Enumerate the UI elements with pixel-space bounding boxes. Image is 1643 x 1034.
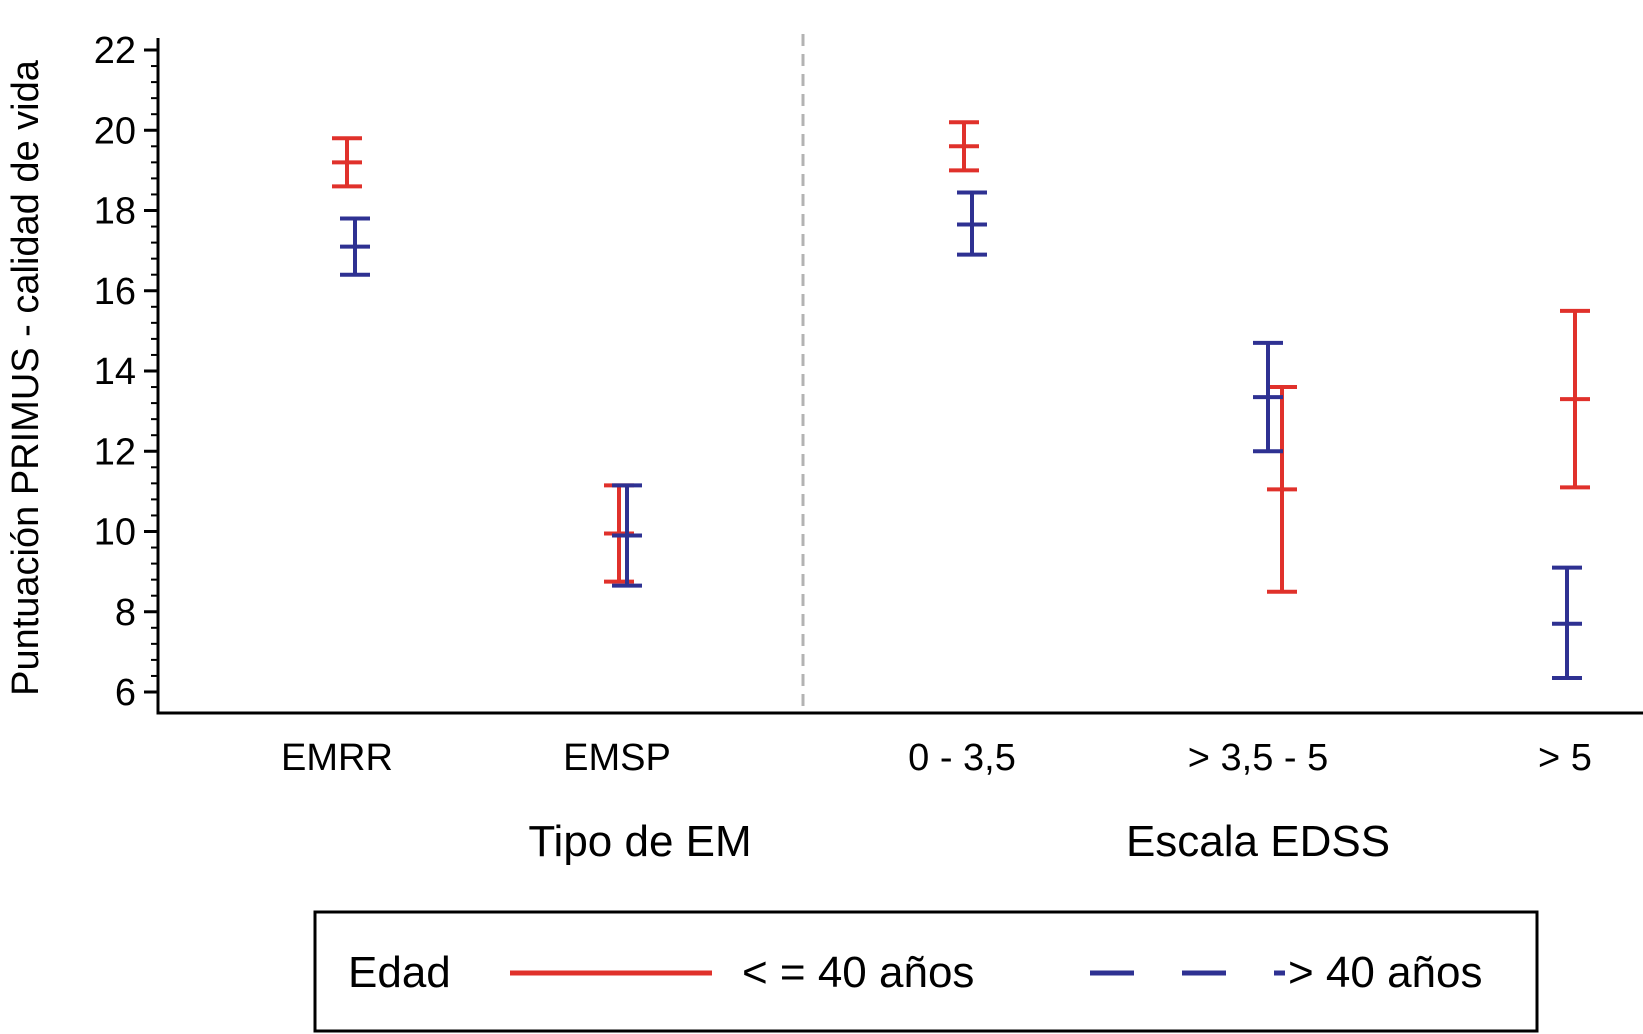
x-category-label: > 3,5 - 5 [1188, 737, 1328, 779]
error-bar [612, 483, 642, 588]
axes [144, 34, 1643, 715]
y-tick-label: 12 [94, 431, 136, 473]
error-bars [332, 120, 1590, 680]
y-tick-label: 22 [94, 30, 136, 72]
x-category-label: 0 - 3,5 [908, 737, 1016, 779]
x-group-label: Escala EDSS [1126, 817, 1390, 866]
legend: Edad < = 40 años > 40 años [313, 910, 1539, 1033]
y-axis-label: Puntuación PRIMUS - calidad de vida [5, 59, 47, 696]
axis-labels: 6 8 10 12 14 16 18 20 22 EMRR EMSP 0 - 3,5 > 3,5 - 5… [5, 30, 1592, 866]
error-bar [1560, 308, 1590, 490]
y-tick-label: 6 [115, 672, 136, 714]
y-tick-label: 18 [94, 191, 136, 233]
error-bar [604, 483, 634, 584]
x-category-label: > 5 [1538, 737, 1592, 779]
legend-label: < = 40 años [742, 948, 974, 997]
x-category-label: EMRR [281, 737, 393, 779]
y-tick-label: 10 [94, 512, 136, 554]
x-category-label: EMSP [563, 737, 671, 779]
error-bar [957, 190, 987, 257]
legend-title: Edad [348, 948, 451, 997]
error-bar [949, 120, 979, 173]
y-tick-label: 16 [94, 271, 136, 313]
x-group-label: Tipo de EM [528, 817, 751, 866]
error-bar [332, 136, 362, 189]
error-bar [1267, 385, 1297, 594]
legend-label: > 40 años [1288, 948, 1483, 997]
y-tick-label: 14 [94, 351, 136, 393]
y-tick-label: 8 [115, 592, 136, 634]
error-bar [1552, 565, 1582, 680]
error-bar [1253, 340, 1283, 454]
y-tick-label: 20 [94, 110, 136, 152]
error-bar [340, 216, 370, 277]
